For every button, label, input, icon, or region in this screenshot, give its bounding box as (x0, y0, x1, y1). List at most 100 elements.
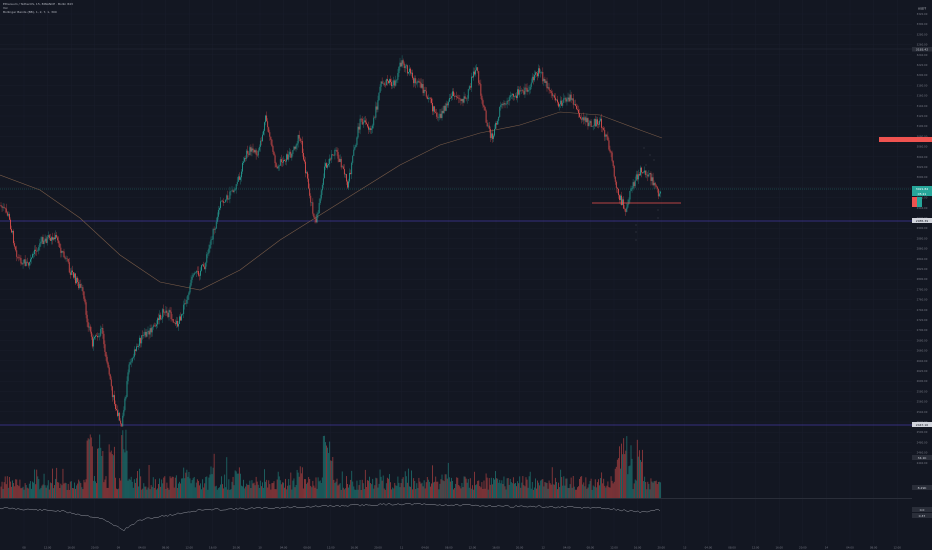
volume-bar (329, 441, 331, 498)
candle-body (182, 314, 184, 315)
candle-body (657, 189, 659, 197)
time-tick: 12:00 (327, 546, 335, 550)
candle-body (17, 256, 19, 258)
volume-bar (183, 467, 185, 498)
volume-bar (202, 479, 204, 498)
candle-body (540, 72, 542, 73)
candle-body (147, 331, 149, 333)
candle-body (250, 147, 252, 152)
volume-bar (327, 447, 328, 498)
volume-bar (116, 488, 117, 498)
candle-body (627, 203, 629, 208)
candle-body (394, 80, 396, 86)
candle-body (209, 244, 211, 249)
candle-body (116, 409, 117, 411)
candle-body (651, 177, 653, 181)
candle-body (448, 97, 450, 102)
candle-body (72, 270, 73, 273)
candle-body (361, 118, 363, 125)
volume-bar (162, 483, 164, 498)
price-tick: 3080.00 (917, 134, 928, 138)
volume-bar (5, 484, 7, 498)
candle-body (271, 139, 273, 147)
volume-bar (384, 489, 386, 498)
legend-symbol[interactable]: Ethereum / TetherUS, 15, BINANCE · Bolli… (3, 2, 73, 6)
volume-bar (241, 485, 242, 498)
moving-average-line (0, 111, 663, 291)
legend-volume[interactable]: Vol (3, 6, 8, 11)
volume-bar (571, 487, 573, 498)
volume-bar (457, 477, 459, 498)
time-axis[interactable]: 08 12:00 16:00 20:00 09 04:00 08:00 12:00 16:00 2… (22, 546, 901, 550)
price-tick: 2760.00 (917, 298, 928, 302)
time-tick: 16:00 (67, 546, 75, 550)
candle-body (629, 191, 631, 200)
volume-bar (245, 486, 247, 498)
price-alert-label[interactable] (879, 137, 932, 142)
volume-bar (625, 450, 627, 498)
volume-bar (412, 489, 414, 498)
candle-body (220, 201, 221, 209)
volume-bar (353, 486, 355, 498)
candle-body (456, 96, 458, 98)
volume-bar (433, 482, 435, 498)
volume-bar (254, 485, 256, 498)
candle-body (555, 97, 556, 101)
candle-body (476, 67, 478, 71)
volume-bar (567, 487, 569, 498)
volume-bar (657, 481, 659, 498)
candle-body (507, 100, 509, 102)
price-tick: 3040.00 (917, 155, 928, 159)
volume-bar (62, 468, 64, 498)
volume-bars (0, 429, 661, 498)
volume-bar (347, 484, 348, 498)
candle-body (515, 95, 516, 97)
volume-bar (527, 487, 529, 498)
candle-body (620, 195, 621, 201)
candle-body (411, 72, 412, 74)
time-tick: 08:00 (162, 546, 170, 550)
candlesticks[interactable] (0, 55, 661, 428)
candle-body (391, 82, 392, 87)
volume-bar (568, 488, 570, 498)
horizontal-levels[interactable] (0, 48, 912, 426)
volume-bar (559, 487, 561, 498)
volume-bar (634, 479, 636, 498)
candle-body (384, 84, 386, 86)
volume-bar (531, 481, 533, 498)
volume-bar (507, 477, 509, 498)
candle-body (190, 279, 192, 286)
candle-body (77, 277, 79, 282)
volume-bar (146, 489, 148, 498)
volume-bar (111, 454, 113, 498)
candle-body (274, 155, 276, 164)
candle-body (208, 248, 210, 254)
candle-body (25, 261, 27, 266)
volume-bar (480, 487, 482, 498)
time-tick: 20:00 (233, 546, 241, 550)
volume-bar (319, 480, 321, 498)
volume-bar (589, 480, 591, 498)
volume-bar (275, 489, 277, 498)
candle-body (501, 103, 503, 106)
candle-body (148, 331, 150, 335)
candle-body (572, 98, 574, 105)
volume-bar (196, 479, 198, 498)
volume-bar (35, 484, 37, 498)
price-tick: 3320.00 (917, 12, 928, 16)
volume-bar (64, 482, 66, 498)
candle-body (83, 291, 85, 299)
candle-body (110, 379, 112, 387)
volume-bar (213, 453, 215, 498)
candle-body (3, 206, 5, 208)
volume-bar (286, 489, 288, 498)
candle-body (207, 253, 209, 255)
currency-badge[interactable] (912, 5, 932, 11)
candle-body (81, 287, 83, 288)
candle-body (421, 84, 423, 88)
legend-indicator[interactable]: Bollinger Bands (BB), 1, 2, 7, 1, 300 (3, 10, 57, 15)
volume-bar (45, 487, 47, 498)
volume-bar (180, 483, 181, 498)
candle-body (595, 119, 597, 127)
